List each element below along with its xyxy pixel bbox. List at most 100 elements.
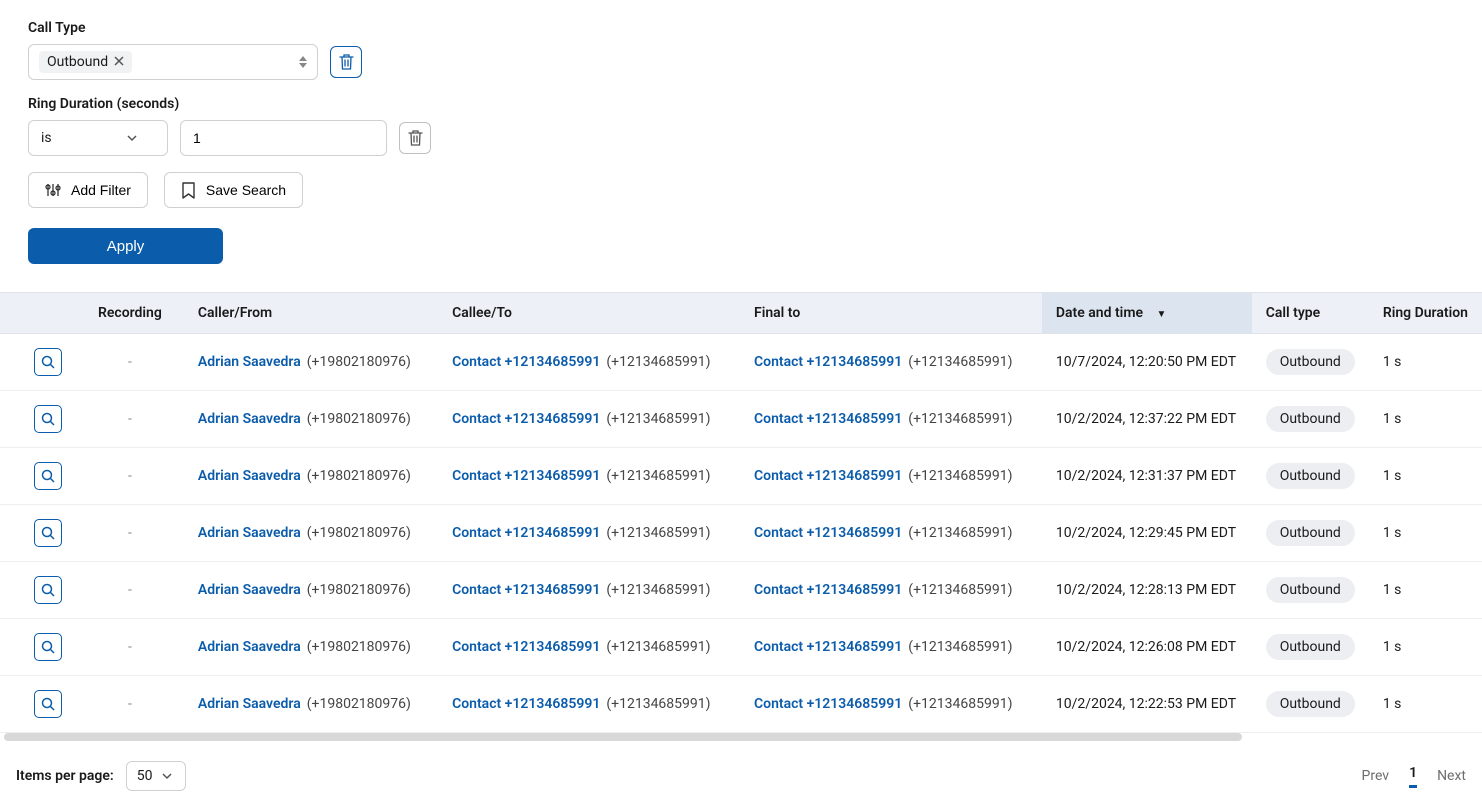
callee-name-link[interactable]: Contact +12134685991 bbox=[452, 639, 600, 655]
ring-duration-operator-select[interactable]: is bbox=[28, 120, 168, 156]
view-details-button[interactable] bbox=[34, 519, 62, 547]
recording-value: - bbox=[128, 582, 132, 598]
final-phone: (+12134685991) bbox=[908, 639, 1012, 655]
column-header-caller-from[interactable]: Caller/From bbox=[184, 293, 438, 334]
recording-value: - bbox=[128, 525, 132, 541]
recording-value: - bbox=[128, 354, 132, 370]
magnify-icon bbox=[41, 355, 55, 369]
column-header-ring-duration[interactable]: Ring Duration bbox=[1369, 293, 1482, 334]
caller-phone: (+19802180976) bbox=[307, 525, 411, 541]
caller-name-link[interactable]: Adrian Saavedra bbox=[198, 582, 301, 598]
call-type-badge: Outbound bbox=[1266, 577, 1355, 603]
view-details-button[interactable] bbox=[34, 690, 62, 718]
final-name-link[interactable]: Contact +12134685991 bbox=[754, 525, 902, 541]
view-details-button[interactable] bbox=[34, 633, 62, 661]
magnify-icon bbox=[41, 412, 55, 426]
save-search-label: Save Search bbox=[206, 182, 286, 198]
ring-duration-value-input[interactable] bbox=[180, 120, 387, 156]
ring-duration-value: 1 s bbox=[1369, 619, 1482, 676]
close-icon[interactable] bbox=[114, 56, 124, 68]
date-value: 10/2/2024, 12:26:08 PM EDT bbox=[1042, 619, 1252, 676]
final-name-link[interactable]: Contact +12134685991 bbox=[754, 696, 902, 712]
callee-phone: (+12134685991) bbox=[606, 525, 710, 541]
callee-name-link[interactable]: Contact +12134685991 bbox=[452, 582, 600, 598]
ring-duration-value: 1 s bbox=[1369, 562, 1482, 619]
view-details-button[interactable] bbox=[34, 576, 62, 604]
current-page[interactable]: 1 bbox=[1409, 765, 1417, 788]
sort-descending-icon: ▼ bbox=[1157, 309, 1167, 320]
callee-name-link[interactable]: Contact +12134685991 bbox=[452, 411, 600, 427]
date-value: 10/2/2024, 12:28:13 PM EDT bbox=[1042, 562, 1252, 619]
magnify-icon bbox=[41, 697, 55, 711]
apply-button[interactable]: Apply bbox=[28, 228, 223, 264]
recording-value: - bbox=[128, 468, 132, 484]
final-name-link[interactable]: Contact +12134685991 bbox=[754, 411, 902, 427]
view-details-button[interactable] bbox=[34, 348, 62, 376]
recording-value: - bbox=[128, 639, 132, 655]
table-row: -Adrian Saavedra(+19802180976)Contact +1… bbox=[0, 562, 1482, 619]
view-details-button[interactable] bbox=[34, 462, 62, 490]
caller-name-link[interactable]: Adrian Saavedra bbox=[198, 696, 301, 712]
table-row: -Adrian Saavedra(+19802180976)Contact +1… bbox=[0, 334, 1482, 391]
delete-ring-duration-filter-button[interactable] bbox=[399, 122, 431, 154]
column-header-final-to[interactable]: Final to bbox=[740, 293, 1042, 334]
column-header-callee-to[interactable]: Callee/To bbox=[438, 293, 740, 334]
scrollbar-thumb[interactable] bbox=[4, 733, 1242, 741]
final-phone: (+12134685991) bbox=[908, 411, 1012, 427]
callee-name-link[interactable]: Contact +12134685991 bbox=[452, 525, 600, 541]
final-phone: (+12134685991) bbox=[908, 354, 1012, 370]
caller-phone: (+19802180976) bbox=[307, 696, 411, 712]
save-search-button[interactable]: Save Search bbox=[164, 172, 303, 208]
final-phone: (+12134685991) bbox=[908, 696, 1012, 712]
date-value: 10/7/2024, 12:20:50 PM EDT bbox=[1042, 334, 1252, 391]
ring-duration-value: 1 s bbox=[1369, 391, 1482, 448]
ring-duration-value: 1 s bbox=[1369, 334, 1482, 391]
caller-name-link[interactable]: Adrian Saavedra bbox=[198, 525, 301, 541]
callee-phone: (+12134685991) bbox=[606, 411, 710, 427]
table-row: - Adrian Saavedra (+19802180976) Contact +1… bbox=[0, 619, 1482, 676]
caller-name-link[interactable]: Adrian Saavedra bbox=[198, 354, 301, 370]
call-type-badge: Outbound bbox=[1266, 349, 1355, 375]
column-header-recording[interactable]: Recording bbox=[76, 293, 184, 334]
view-details-button[interactable] bbox=[34, 405, 62, 433]
magnify-icon bbox=[41, 526, 55, 540]
date-value: 10/2/2024, 12:29:45 PM EDT bbox=[1042, 505, 1252, 562]
magnify-icon bbox=[41, 583, 55, 597]
ring-duration-value: 1 s bbox=[1369, 448, 1482, 505]
date-value: 10/2/2024, 12:37:22 PM EDT bbox=[1042, 391, 1252, 448]
call-type-label: Call Type bbox=[28, 20, 1454, 36]
column-header-detail bbox=[0, 293, 76, 334]
column-header-call-type[interactable]: Call type bbox=[1252, 293, 1369, 334]
caller-name-link[interactable]: Adrian Saavedra bbox=[198, 468, 301, 484]
callee-name-link[interactable]: Contact +12134685991 bbox=[452, 354, 600, 370]
caller-phone: (+19802180976) bbox=[307, 639, 411, 655]
table-row: - Adrian Saavedra (+19802180976) Contact +1… bbox=[0, 676, 1482, 733]
date-value: 10/2/2024, 12:22:53 PM EDT bbox=[1042, 676, 1252, 733]
callee-phone: (+12134685991) bbox=[606, 468, 710, 484]
page-size-select[interactable]: 50 bbox=[126, 761, 186, 791]
callee-name-link[interactable]: Contact +12134685991 bbox=[452, 696, 600, 712]
recording-value: - bbox=[128, 696, 132, 712]
call-type-badge: Outbound bbox=[1266, 691, 1355, 717]
magnify-icon bbox=[41, 469, 55, 483]
ring-duration-value: 1 s bbox=[1369, 676, 1482, 733]
horizontal-scrollbar[interactable] bbox=[0, 733, 1482, 743]
final-phone: (+12134685991) bbox=[908, 468, 1012, 484]
final-name-link[interactable]: Contact +12134685991 bbox=[754, 582, 902, 598]
caller-phone: (+19802180976) bbox=[307, 468, 411, 484]
final-name-link[interactable]: Contact +12134685991 bbox=[754, 468, 902, 484]
caller-name-link[interactable]: Adrian Saavedra bbox=[198, 411, 301, 427]
call-type-chip-text: Outbound bbox=[47, 54, 108, 70]
final-name-link[interactable]: Contact +12134685991 bbox=[754, 354, 902, 370]
final-phone: (+12134685991) bbox=[908, 582, 1012, 598]
final-phone: (+12134685991) bbox=[908, 525, 1012, 541]
final-name-link[interactable]: Contact +12134685991 bbox=[754, 639, 902, 655]
table-row: - Adrian Saavedra (+19802180976) Contact +1… bbox=[0, 505, 1482, 562]
delete-call-type-filter-button[interactable] bbox=[330, 46, 362, 78]
add-filter-button[interactable]: Add Filter bbox=[28, 172, 148, 208]
caller-name-link[interactable]: Adrian Saavedra bbox=[198, 639, 301, 655]
column-header-date-time[interactable]: Date and time ▼ bbox=[1042, 293, 1252, 334]
call-type-badge: Outbound bbox=[1266, 406, 1355, 432]
call-type-select[interactable]: Outbound bbox=[28, 44, 318, 80]
callee-name-link[interactable]: Contact +12134685991 bbox=[452, 468, 600, 484]
